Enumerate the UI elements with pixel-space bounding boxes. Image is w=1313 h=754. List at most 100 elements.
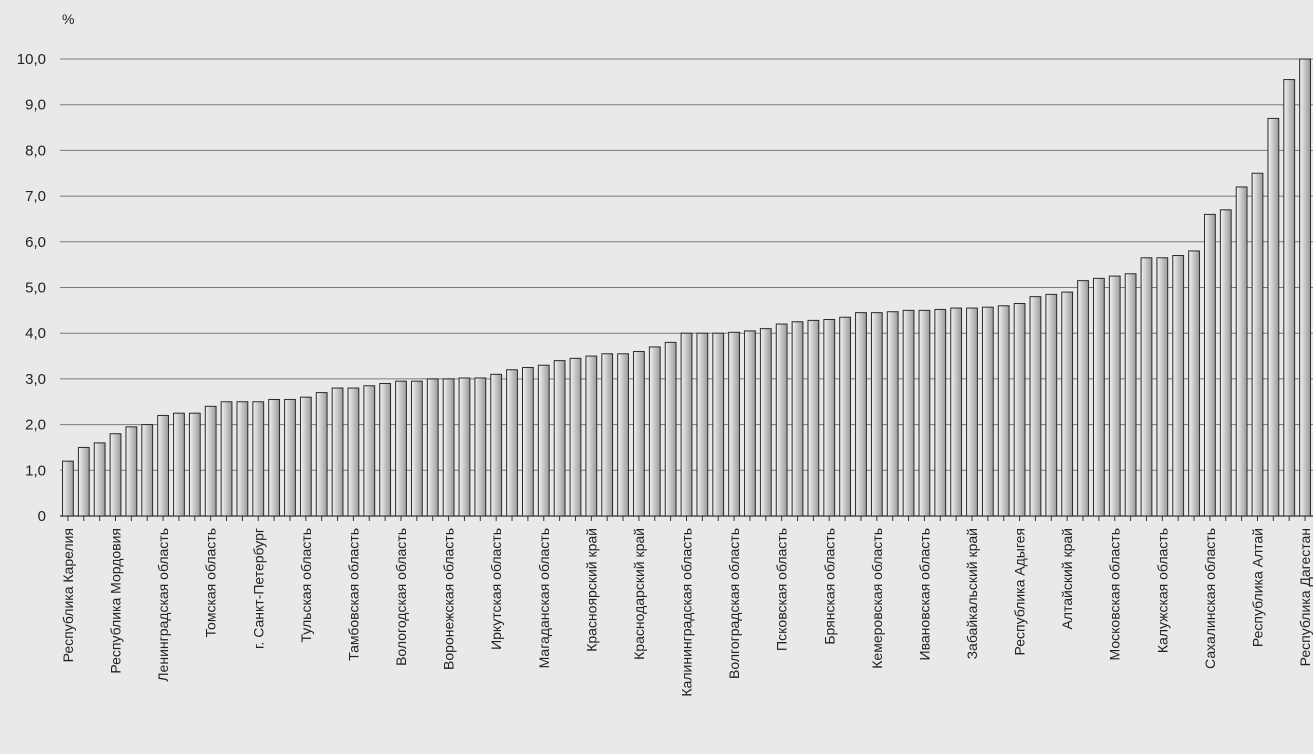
bar xyxy=(1013,303,1026,517)
x-category-label: Республика Мордовия xyxy=(108,528,124,674)
x-category-label: Томская область xyxy=(203,528,219,637)
bar xyxy=(696,332,709,517)
bar xyxy=(633,350,645,517)
bar xyxy=(1204,213,1216,517)
bar xyxy=(268,398,281,517)
category-labels: Республика Карелия Республика Мордовия Лен… xyxy=(60,528,1313,697)
bar xyxy=(1235,186,1248,517)
bar xyxy=(1108,275,1121,517)
bar xyxy=(426,378,439,517)
bar xyxy=(648,346,661,517)
bar xyxy=(553,360,566,517)
x-category-label: Алтайский край xyxy=(1059,528,1075,630)
bar xyxy=(331,387,344,517)
bar xyxy=(902,309,915,517)
bar xyxy=(125,426,138,517)
x-category-label: Республика Дагестан xyxy=(1297,528,1313,666)
bar xyxy=(379,382,392,517)
x-category-label: Брянская область xyxy=(821,528,837,645)
bar xyxy=(1045,293,1058,517)
bar xyxy=(537,364,550,517)
bar xyxy=(1077,280,1089,517)
x-category-label: Вологодская область xyxy=(393,528,409,666)
bar xyxy=(490,373,503,517)
x-category-label: Тамбовская область xyxy=(345,528,361,661)
bar xyxy=(188,412,201,517)
bar xyxy=(981,306,994,517)
x-category-label: Краснодарский край xyxy=(631,528,647,660)
x-category-label: Ивановская область xyxy=(916,528,932,660)
bar xyxy=(712,332,725,517)
bar xyxy=(1219,209,1232,517)
bar xyxy=(1092,277,1105,517)
y-axis-unit-label: % xyxy=(62,11,74,27)
bar xyxy=(347,387,360,517)
bar xyxy=(823,318,836,517)
bar xyxy=(522,366,534,517)
y-tick-label: 10,0 xyxy=(17,51,46,68)
bar xyxy=(506,369,518,517)
x-category-label: Московская область xyxy=(1107,528,1123,660)
bar xyxy=(1061,291,1074,517)
bar xyxy=(728,331,740,517)
y-tick-label: 5,0 xyxy=(25,280,46,297)
x-category-label: Калининградская область xyxy=(679,528,695,697)
bar xyxy=(1029,296,1042,517)
bar xyxy=(1172,255,1185,517)
bar xyxy=(997,305,1010,517)
bar xyxy=(299,396,312,517)
bar xyxy=(173,412,185,517)
bar xyxy=(284,398,296,517)
y-tick-label: 2,0 xyxy=(25,417,46,434)
bar xyxy=(585,355,598,517)
bar xyxy=(839,316,852,517)
bar xyxy=(77,446,90,517)
bar xyxy=(109,433,122,517)
bar xyxy=(93,442,106,517)
bar xyxy=(236,401,249,517)
bar xyxy=(1267,117,1280,517)
bar xyxy=(220,401,233,517)
bar xyxy=(807,319,820,517)
bar xyxy=(744,330,756,517)
bar xyxy=(886,311,899,517)
bar xyxy=(442,378,455,517)
bar xyxy=(791,321,804,517)
x-category-label: Воронежская область xyxy=(441,528,457,670)
bar xyxy=(62,460,74,517)
bar xyxy=(474,377,487,517)
x-category-label: Тульская область xyxy=(298,528,314,642)
bar xyxy=(1140,257,1153,517)
bar xyxy=(395,380,407,517)
bar xyxy=(315,392,328,517)
bars xyxy=(62,58,1311,517)
bar xyxy=(1188,250,1200,517)
y-axis: 0 1,0 2,0 3,0 4,0 5,0 6,0 7,0 8,0 9,0 10,0 xyxy=(17,51,46,525)
bar xyxy=(1283,79,1296,517)
y-tick-label: 3,0 xyxy=(25,371,46,388)
x-category-label: Калужская область xyxy=(1154,528,1170,653)
x-category-label: Республика Адыгея xyxy=(1012,528,1028,655)
x-category-label: Красноярский край xyxy=(583,528,599,652)
bar xyxy=(617,353,629,517)
bar xyxy=(1299,58,1311,517)
x-category-label: г. Санкт-Петербург xyxy=(250,528,266,649)
bar xyxy=(966,307,978,517)
bar xyxy=(950,307,963,517)
bar xyxy=(569,357,582,517)
x-category-label: Иркутская область xyxy=(488,528,504,650)
x-category-label: Кемеровская область xyxy=(869,528,885,669)
x-category-label: Ленинградская область xyxy=(155,528,171,682)
bar xyxy=(141,424,154,517)
x-category-label: Республика Карелия xyxy=(60,528,76,662)
bar xyxy=(601,353,614,517)
bar xyxy=(204,405,217,517)
y-tick-label: 4,0 xyxy=(25,325,46,342)
y-tick-label: 8,0 xyxy=(25,142,46,159)
y-tick-label: 6,0 xyxy=(25,234,46,251)
bar xyxy=(934,308,947,517)
bar xyxy=(1156,257,1169,517)
bar xyxy=(363,385,376,517)
